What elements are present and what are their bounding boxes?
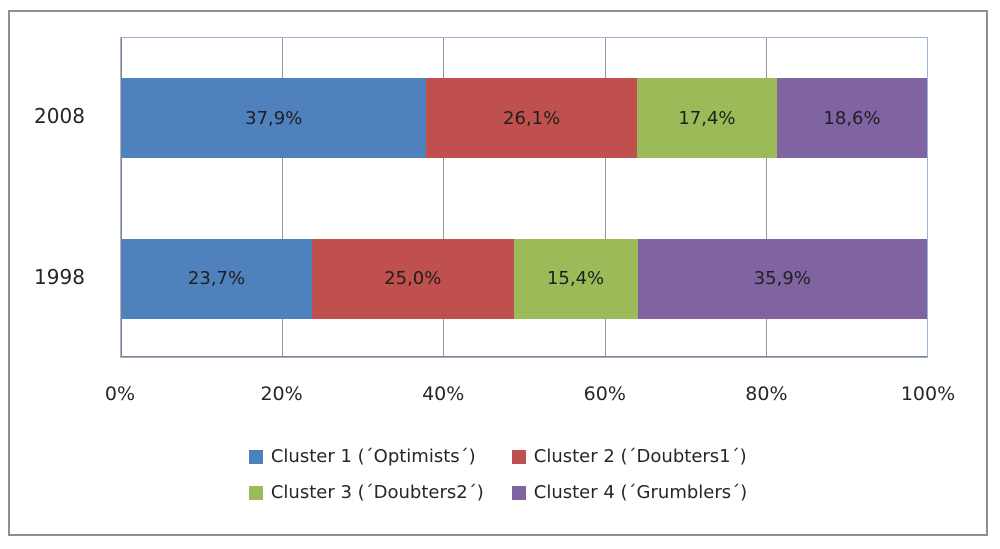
- plot-area: 37,9% 26,1% 17,4% 18,6% 23,7% 25,0% 15,4% 35,9%: [120, 37, 928, 358]
- x-axis-tick-label: 20%: [260, 383, 303, 405]
- bar-row: 37,9% 26,1% 17,4% 18,6%: [121, 78, 927, 159]
- bar-segment: 15,4%: [513, 238, 638, 319]
- bar-segment: 35,9%: [637, 238, 927, 319]
- x-axis-tick-label: 80%: [745, 383, 788, 405]
- segment-data-label: 17,4%: [678, 107, 736, 129]
- x-axis-tick-label: 40%: [422, 383, 465, 405]
- legend-item: Cluster 4 (´Grumblers´): [511, 482, 748, 503]
- segment-data-label: 18,6%: [823, 107, 881, 129]
- gridline: [765, 38, 767, 357]
- bar-segment: 37,9%: [121, 78, 427, 159]
- legend: Cluster 1 (´Optimists´) Cluster 2 (´Doubt…: [8, 446, 988, 503]
- legend-label: Cluster 1 (´Optimists´): [270, 446, 476, 467]
- segment-data-label: 15,4%: [546, 268, 605, 290]
- legend-item: Cluster 3 (´Doubters2´): [248, 482, 484, 503]
- legend-item: Cluster 2 (´Doubters1´): [511, 446, 747, 467]
- gridline: [604, 38, 606, 357]
- segment-data-label: 37,9%: [245, 107, 303, 129]
- segment-data-label: 35,9%: [753, 268, 811, 290]
- legend-label: Cluster 4 (´Grumblers´): [533, 482, 748, 503]
- legend-swatch-icon: [511, 485, 526, 500]
- bar-segment: 25,0%: [312, 238, 514, 319]
- y-axis-line: [121, 38, 122, 357]
- bar-row: 23,7% 25,0% 15,4% 35,9%: [121, 238, 927, 319]
- x-axis-tick-label: 100%: [900, 383, 956, 405]
- y-axis-category-label: 1998: [34, 264, 85, 289]
- legend-label: Cluster 3 (´Doubters2´): [270, 482, 484, 503]
- gridline: [443, 38, 445, 357]
- legend-label: Cluster 2 (´Doubters1´): [533, 446, 747, 467]
- bar-segment: 23,7%: [121, 238, 313, 319]
- legend-swatch-icon: [248, 449, 263, 464]
- bar-segment: 17,4%: [636, 78, 778, 159]
- legend-swatch-icon: [248, 485, 263, 500]
- segment-data-label: 23,7%: [187, 268, 246, 290]
- legend-swatch-icon: [511, 449, 526, 464]
- gridline: [282, 38, 284, 357]
- segment-data-label: 26,1%: [503, 107, 561, 129]
- bar-segment: 18,6%: [777, 78, 927, 159]
- y-axis-category-label: 2008: [34, 104, 85, 129]
- legend-item: Cluster 1 (´Optimists´): [248, 446, 484, 467]
- bar-segment: 26,1%: [426, 78, 637, 159]
- x-axis-tick-label: 60%: [583, 383, 626, 405]
- segment-data-label: 25,0%: [384, 268, 442, 290]
- x-axis-tick-label: 0%: [104, 383, 136, 405]
- x-axis-line: [121, 356, 927, 357]
